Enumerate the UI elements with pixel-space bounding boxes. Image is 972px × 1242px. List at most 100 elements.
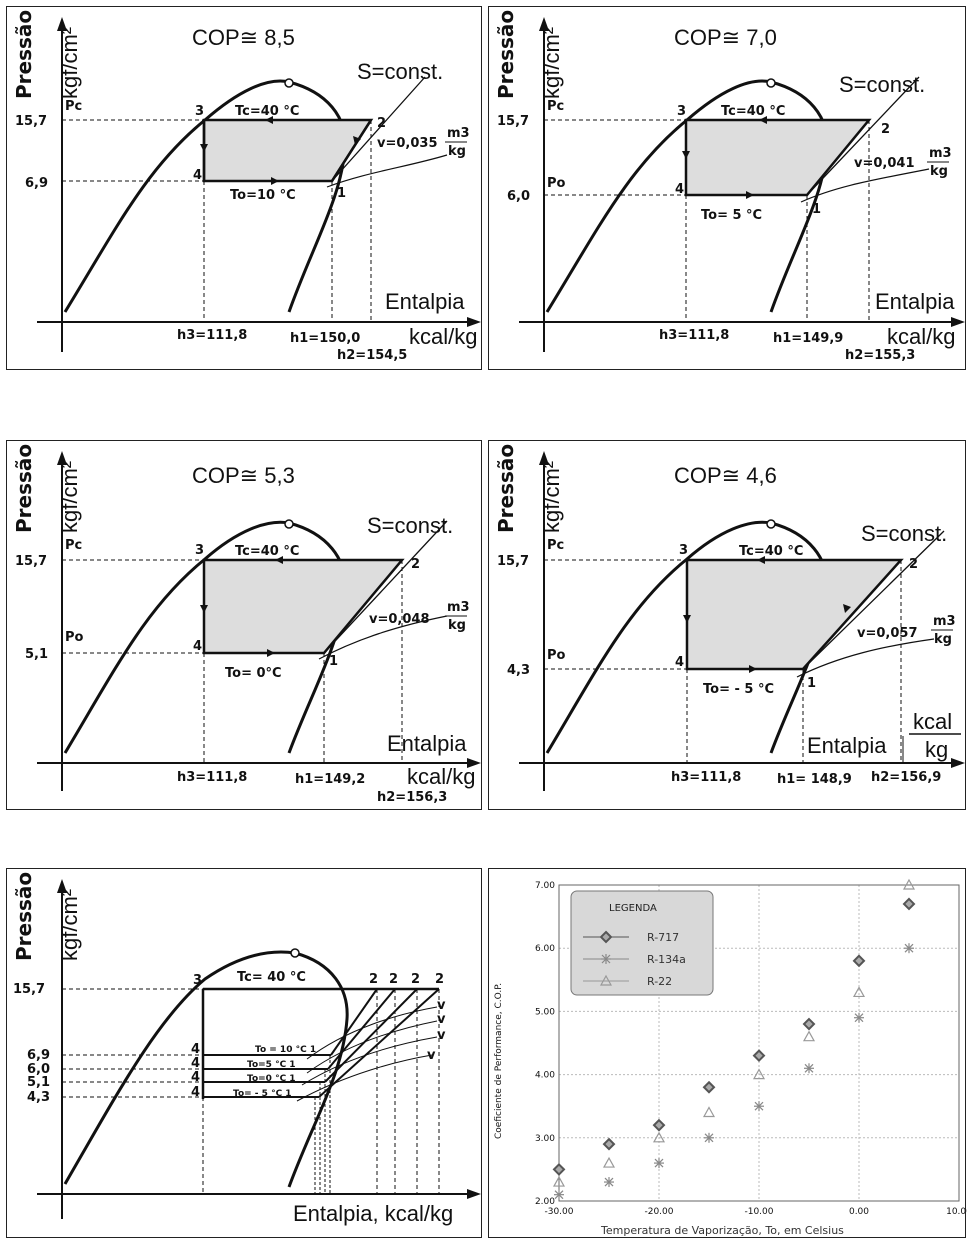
v-unit-num: m3 <box>447 126 470 141</box>
to-label: To= - 5 °C <box>703 682 774 697</box>
ph-diagram-3: Pressão kgf/cm² COP≅ 5,3 S=const. Tc=40 … <box>12 444 481 805</box>
h2-label: h2=156,9 <box>871 770 941 785</box>
point-4b: 4 <box>191 1056 200 1071</box>
v-unit-num: m3 <box>933 614 956 629</box>
point-2: 2 <box>881 122 890 137</box>
pc-value: 15,7 <box>497 114 529 129</box>
data-point-r-134a <box>604 1177 614 1188</box>
point-vd: v <box>427 1048 436 1063</box>
po-value: 6,9 <box>25 176 48 191</box>
ylabel-unit: kgf/cm² <box>57 889 82 961</box>
data-point-r-134a <box>654 1158 664 1169</box>
data-point-r-134a <box>704 1132 714 1143</box>
data-point-r-134a <box>804 1063 814 1074</box>
data-point-r-717 <box>652 1118 666 1132</box>
y-tick-label: 7.00 <box>535 881 555 891</box>
data-point-r-22 <box>652 1131 666 1143</box>
po-value: 4,3 <box>507 663 530 678</box>
data-point-r-22 <box>552 1175 566 1187</box>
data-point-r-717 <box>552 1162 566 1176</box>
x-unit: kcal/kg <box>409 324 477 349</box>
tc-label: Tc= 40 °C <box>237 970 306 985</box>
x-tick-label: -20.00 <box>644 1207 673 1217</box>
v-label: v=0,048 <box>369 612 430 627</box>
cop-scatter-chart: -30.00 -20.00 -10.00 0.00 10.00 2.00 3.00 4.00 5… <box>494 878 967 1237</box>
ylabel-unit: kgf/cm² <box>57 461 82 533</box>
po-value: 5,1 <box>25 647 48 662</box>
legend-marker-r-22 <box>599 974 613 986</box>
point-4: 4 <box>675 182 684 197</box>
x-tick-label: 0.00 <box>849 1207 869 1217</box>
to-label: To= 0°C <box>225 666 282 681</box>
h3-label: h3=111,8 <box>177 328 247 343</box>
v-unit-den: kg <box>934 632 952 647</box>
data-point-r-22 <box>802 1030 816 1042</box>
po-value: 6,0 <box>507 189 530 204</box>
po-label: Po <box>65 630 84 645</box>
h2-label: h2=154,5 <box>337 348 407 363</box>
pressure-3: 5,1 <box>27 1075 50 1090</box>
critical-point <box>284 78 294 88</box>
v-label: v=0,057 <box>857 626 918 641</box>
h1-label: h1=149,9 <box>773 331 843 346</box>
ph-diagram-panel-2: Pressão kgf/cm² COP≅ 7,0 S=const. Tc=40 … <box>488 6 966 370</box>
cop-label: COP≅ 8,5 <box>192 25 295 50</box>
point-2: 2 <box>411 557 420 572</box>
pc-value: 15,7 <box>497 554 529 569</box>
isochoric-line <box>326 154 448 188</box>
point-4: 4 <box>193 639 202 654</box>
data-point-r-22 <box>852 986 866 998</box>
entalpia-xlabel: Entalpia, kcal/kg <box>293 1201 453 1226</box>
point-2: 2 <box>909 557 918 572</box>
data-point-r-717 <box>902 897 916 911</box>
v-label: v=0,041 <box>854 156 915 171</box>
ylabel-unit: kgf/cm² <box>57 27 82 99</box>
pressure-0: 15,7 <box>13 982 45 997</box>
tc-label: Tc=40 °C <box>721 104 785 119</box>
legend-label-r-22: R-22 <box>647 975 672 988</box>
legend-marker-r-134a <box>601 954 611 964</box>
data-point-r-134a <box>554 1189 564 1200</box>
point-3: 3 <box>677 104 686 119</box>
point-va: v <box>437 998 446 1013</box>
s-const-label: S=const. <box>357 59 443 84</box>
h2-label: h2=155,3 <box>845 348 915 363</box>
data-point-r-717 <box>752 1049 766 1063</box>
tc-label: Tc=40 °C <box>235 104 299 119</box>
point-4: 4 <box>193 168 202 183</box>
v-unit-den: kg <box>448 618 466 633</box>
plot-frame <box>558 884 960 1202</box>
to-label-10: To = 10 °C 1 <box>255 1045 316 1055</box>
tc-label: Tc=40 °C <box>235 544 299 559</box>
pc-label: Pc <box>65 99 82 114</box>
entalpia-label: Entalpia <box>875 289 955 314</box>
point-2c: 2 <box>411 972 420 987</box>
s-const-label: S=const. <box>367 513 453 538</box>
h1-label: h1=149,2 <box>295 772 365 787</box>
h1-label: h1=150,0 <box>290 331 360 346</box>
ylabel-pressao: Pressão <box>494 10 518 99</box>
entalpia-label: Entalpia <box>385 289 465 314</box>
pressure-1: 6,9 <box>27 1048 50 1063</box>
point-3: 3 <box>679 543 688 558</box>
to-label: To=10 °C <box>230 188 296 203</box>
pc-label: Pc <box>65 538 82 553</box>
point-2b: 2 <box>389 972 398 987</box>
v-unit-num: m3 <box>929 146 952 161</box>
point-4a: 4 <box>191 1042 200 1057</box>
pc-value: 15,7 <box>15 114 47 129</box>
x-unit: kcal/kg <box>407 764 475 789</box>
data-point-r-134a <box>854 1012 864 1023</box>
point-2: 2 <box>377 116 386 131</box>
y-tick-label: 2.00 <box>535 1197 555 1207</box>
po-label: Po <box>547 176 566 191</box>
data-point-r-717 <box>702 1080 716 1094</box>
point-1: 1 <box>807 676 816 691</box>
x-tick-label: -30.00 <box>544 1207 573 1217</box>
ylabel-pressao: Pressão <box>12 872 36 961</box>
data-point-r-22 <box>702 1106 716 1118</box>
point-3: 3 <box>195 543 204 558</box>
to-label-5: To=5 °C 1 <box>247 1060 296 1070</box>
point-4: 4 <box>675 655 684 670</box>
point-1: 1 <box>337 186 346 201</box>
